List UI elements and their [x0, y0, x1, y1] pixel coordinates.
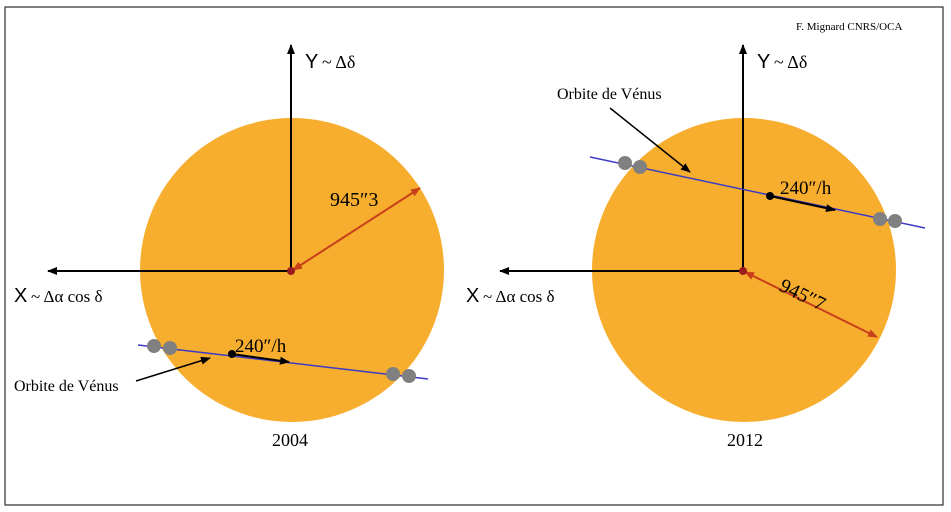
speed-label: 240″/h: [780, 178, 832, 199]
credit: F. Mignard CNRS/OCA: [796, 21, 902, 33]
orbit-label: Orbite de Vénus: [14, 378, 119, 395]
panel-2004: Y ~ Δδ X ~ Δα cos δ 945″3 240″/h Orbite …: [14, 44, 444, 450]
venus-positions: [618, 156, 902, 228]
year: 2012: [727, 430, 763, 450]
radius-arrow: [744, 271, 878, 338]
center: [739, 267, 747, 275]
y-letter: Y: [757, 51, 770, 73]
orbit-pointer: [135, 356, 211, 382]
radius-arrow: [292, 187, 421, 271]
venus-center: [766, 192, 774, 200]
orbit-label: Orbite de Vénus: [557, 86, 662, 103]
x-letter: X: [14, 285, 27, 307]
center: [287, 267, 295, 275]
orbit-pointer: [609, 107, 691, 173]
velocity-arrow: [769, 195, 836, 213]
x-letter: X: [466, 285, 479, 307]
venus-center: [228, 350, 236, 358]
panel-2012: Y ~ Δδ X ~ Δα cos δ 945″7 240″/h Orbite …: [466, 44, 926, 450]
speed-label: 240″/h: [235, 336, 287, 357]
velocity-arrow: [231, 353, 290, 365]
y-letter: Y: [305, 51, 318, 73]
venus-positions: [147, 339, 416, 383]
x-expr: ~ Δα cos δ: [31, 287, 103, 306]
year: 2004: [272, 430, 308, 450]
x-expr: ~ Δα cos δ: [483, 287, 555, 306]
y-expr: ~ Δδ: [774, 52, 807, 72]
radius-label: 945″3: [330, 189, 378, 211]
frame: [4, 6, 944, 506]
y-expr: ~ Δδ: [322, 52, 355, 72]
